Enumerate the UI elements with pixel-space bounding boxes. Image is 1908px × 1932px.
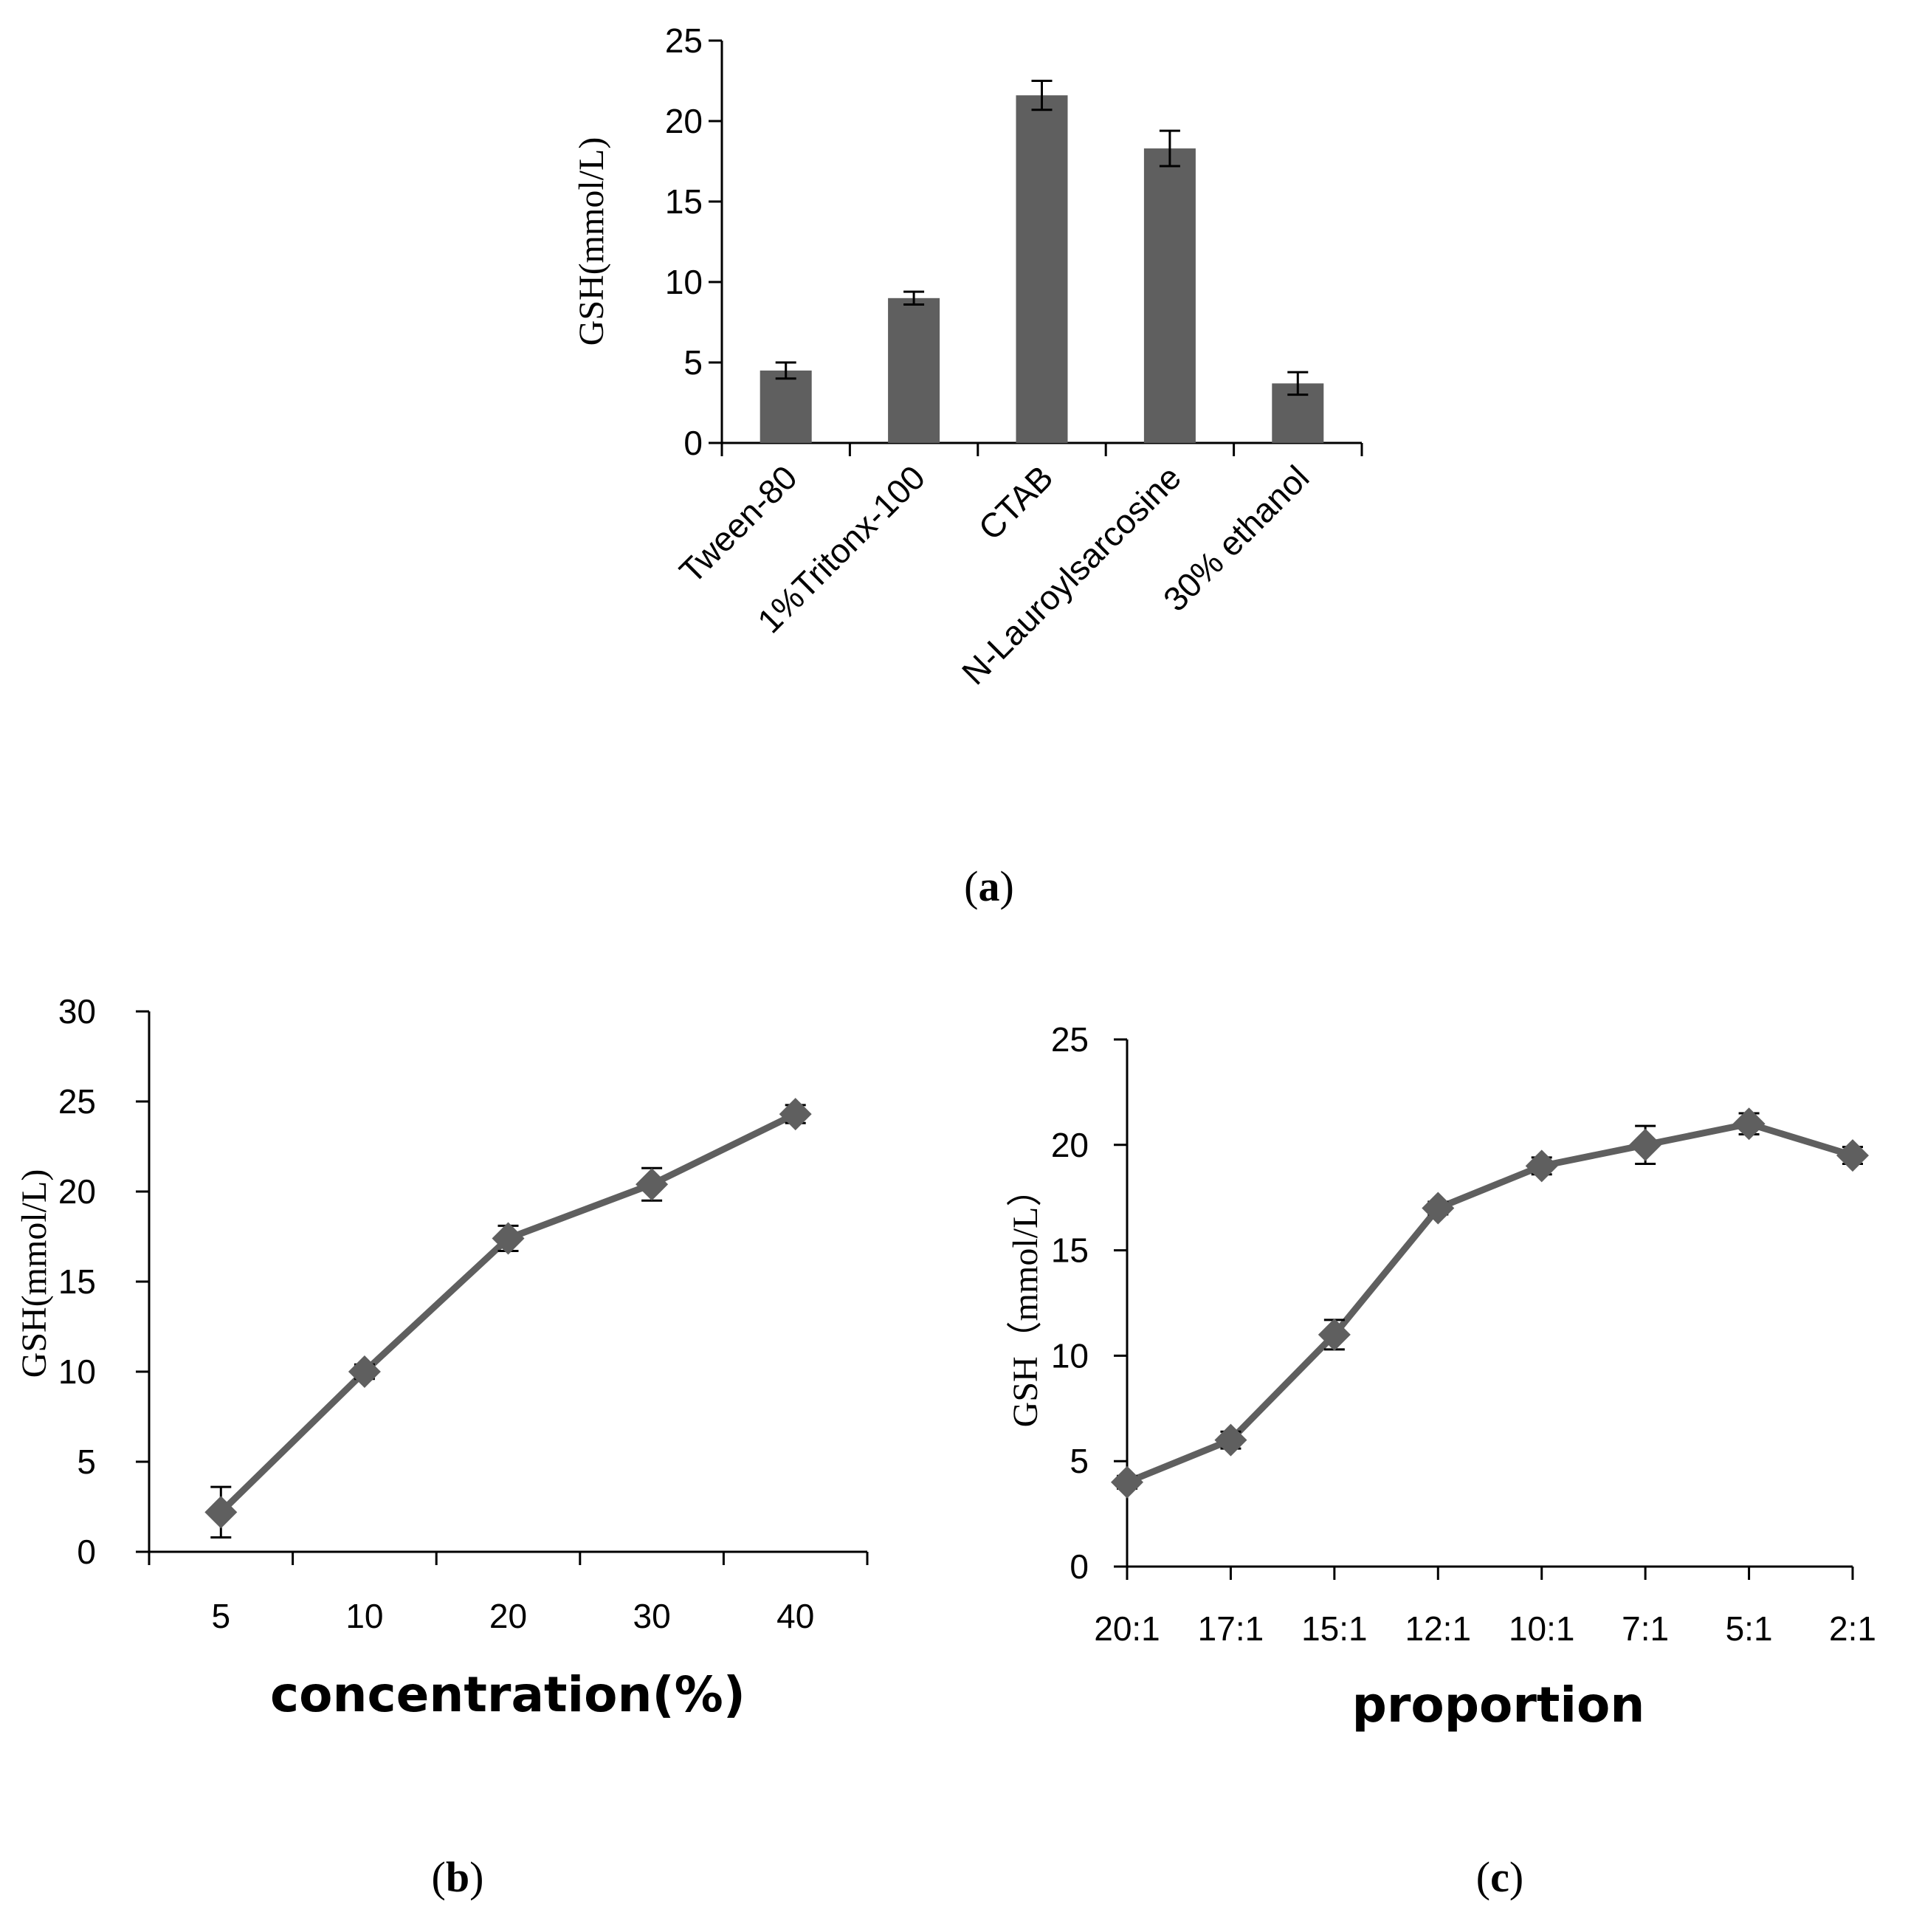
panel-c-y-tick-label: 10: [1051, 1336, 1089, 1375]
data-point-marker: [348, 1355, 381, 1388]
panel-c-x-tick-label: 20:1: [1094, 1609, 1160, 1648]
panel-c-y-tick-label: 0: [1070, 1547, 1089, 1586]
bar-chart-panel-a: 0 5 10 15 20 25 Tween-801%Tritonx-100 CTABN-La…: [572, 21, 1363, 910]
panel-b-label: (b): [432, 1853, 484, 1901]
panel-b-x-axis-label: concentration(%): [270, 1666, 745, 1723]
line-chart-panel-c: 0 5 10 15 20 25 20:1 17:1 15:1 12:1 10:1 7:1 5:1 2:1…: [1006, 1020, 1876, 1901]
data-point-marker: [1318, 1318, 1351, 1351]
panel-c-label: (c): [1476, 1853, 1523, 1901]
panel-c-x-ticks: 20:1 17:1 15:1 12:1 10:1 7:1 5:1 2:1: [1094, 1567, 1876, 1648]
bar: [888, 298, 940, 443]
panel-b-x-ticks: 5 10 20 30 40: [148, 1552, 869, 1635]
panel-a-x-tick-label: Tween-80: [672, 458, 805, 591]
data-point-marker: [1214, 1423, 1247, 1457]
panel-a-y-tick-label: 25: [665, 21, 703, 60]
panel-c-x-axis-label: proportion: [1352, 1677, 1645, 1733]
panel-c-x-tick-label: 12:1: [1405, 1609, 1472, 1648]
panel-c-label-letter: c: [1490, 1853, 1509, 1901]
panel-c-x-tick-label: 5:1: [1726, 1609, 1773, 1648]
panel-c-x-tick-label: 17:1: [1198, 1609, 1264, 1648]
panel-a-y-tick-label: 15: [665, 182, 703, 221]
panel-c-markers: [1111, 1107, 1869, 1499]
panel-a-x-ticks: Tween-801%Tritonx-100 CTABN-Lauroylsarcos…: [672, 443, 1363, 692]
panel-b-error-bars: [210, 1104, 806, 1539]
panel-b-markers: [204, 1098, 812, 1529]
panel-b-x-tick-label: 30: [633, 1597, 671, 1635]
panel-a-bars: [760, 95, 1324, 443]
panel-b-x-tick-label: 20: [489, 1597, 527, 1635]
panel-a-y-tick-label: 10: [665, 263, 703, 301]
error-bar: [1159, 129, 1180, 168]
bar: [1016, 95, 1068, 443]
data-point-marker: [1422, 1192, 1455, 1225]
panel-b-y-ticks: 0 5 10 15 20 25 30: [58, 992, 149, 1571]
error-bar: [1031, 80, 1053, 111]
data-point-marker: [1732, 1107, 1766, 1141]
panel-b-x-tick-label: 5: [212, 1597, 231, 1635]
bar: [1143, 148, 1196, 443]
panel-b-y-tick-label: 30: [58, 992, 96, 1031]
error-bar: [1287, 371, 1309, 396]
panel-c-y-tick-label: 15: [1051, 1231, 1089, 1270]
panel-c-y-tick-label: 20: [1051, 1126, 1089, 1164]
panel-b-x-tick-label: 40: [776, 1597, 814, 1635]
panel-b-y-tick-label: 20: [58, 1172, 96, 1211]
panel-b-x-tick-label: 10: [345, 1597, 383, 1635]
data-point-marker: [636, 1168, 669, 1201]
error-bar: [903, 290, 925, 306]
panel-a-y-tick-label: 20: [665, 102, 703, 140]
error-bar: [775, 361, 796, 380]
panel-a-x-tick-label: CTAB: [971, 458, 1060, 547]
series-line: [1126, 1120, 1854, 1485]
panel-c-y-ticks: 0 5 10 15 20 25: [1051, 1020, 1127, 1586]
panel-a-y-axis-label: GSH(mmol/L): [572, 137, 611, 346]
panel-a-label: (a): [964, 862, 1014, 910]
panel-a-error-bars: [775, 80, 1309, 396]
panel-b-axes: [148, 1011, 867, 1553]
data-point-marker: [1525, 1149, 1558, 1183]
panel-c-x-tick-label: 15:1: [1301, 1609, 1368, 1648]
panel-c-x-tick-label: 2:1: [1829, 1609, 1876, 1648]
data-point-marker: [1629, 1128, 1662, 1161]
panel-b-y-tick-label: 0: [77, 1533, 96, 1571]
panel-b-series-line: [218, 1111, 797, 1515]
panel-c-y-tick-label: 5: [1070, 1442, 1089, 1480]
panel-b-label-letter: b: [446, 1853, 469, 1901]
panel-a-label-letter: a: [979, 862, 1000, 910]
panel-b-y-tick-label: 15: [58, 1262, 96, 1301]
data-point-marker: [779, 1098, 812, 1131]
data-point-marker: [1111, 1465, 1143, 1499]
data-point-marker: [492, 1222, 525, 1255]
panel-a-x-tick-label: N-Lauroylsarcosine: [954, 458, 1188, 692]
panel-a-y-ticks: 0 5 10 15 20 25: [665, 21, 722, 462]
panel-a-y-tick-label: 5: [683, 343, 703, 382]
bar: [760, 370, 812, 443]
data-point-marker: [1836, 1139, 1869, 1172]
panel-c-x-tick-label: 10:1: [1509, 1609, 1575, 1648]
panel-c-y-tick-label: 25: [1051, 1020, 1089, 1059]
line-chart-panel-b: 0 5 10 15 20 25 30 5 10 20 30 40 GSH(mmol/L) conce…: [15, 992, 869, 1901]
panel-a-y-tick-label: 0: [683, 424, 703, 462]
panel-c-x-tick-label: 7:1: [1622, 1609, 1669, 1648]
panel-c-series-line: [1126, 1120, 1854, 1485]
panel-b-y-axis-label: GSH(mmol/L): [15, 1169, 54, 1378]
panel-c-y-axis-label: GSH（mmol/L）: [1006, 1172, 1045, 1428]
panel-b-y-tick-label: 25: [58, 1082, 96, 1121]
data-point-marker: [204, 1496, 238, 1529]
panel-b-y-tick-label: 10: [58, 1352, 96, 1391]
series-line: [218, 1111, 797, 1515]
panel-b-y-tick-label: 5: [77, 1443, 96, 1481]
